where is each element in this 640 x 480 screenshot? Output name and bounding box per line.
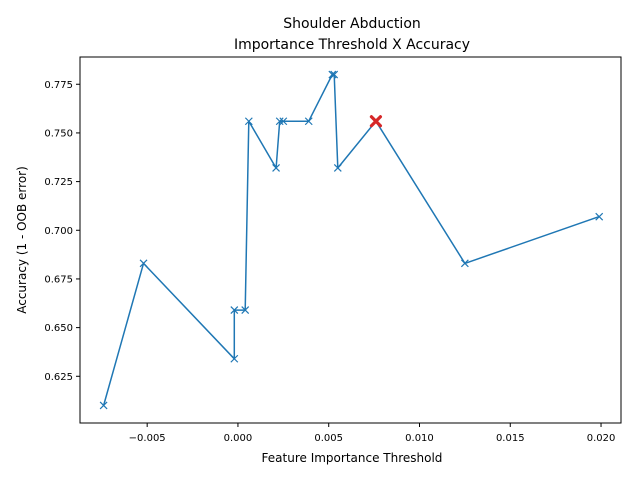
marker-stroke xyxy=(330,70,339,79)
marker-stroke xyxy=(139,259,148,268)
chart-title-line-1: Shoulder Abduction xyxy=(283,16,421,32)
x-tick-label: 0.005 xyxy=(314,433,343,444)
marker-stroke xyxy=(595,212,604,221)
axes-frame xyxy=(79,56,622,424)
highlight-stroke xyxy=(369,115,383,128)
marker-stroke xyxy=(275,117,284,126)
marker-stroke xyxy=(460,259,469,268)
y-tick-label: 0.650 xyxy=(44,323,73,334)
data-point-marker xyxy=(139,259,148,268)
plot-area: −0.005 0.000 0.005 0.010 0.015 0.020 0.625 0.65… xyxy=(44,56,622,444)
marker-stroke xyxy=(244,117,253,126)
data-point-marker xyxy=(272,164,280,172)
data-point-marker xyxy=(328,70,337,79)
series-line xyxy=(102,73,600,406)
marker-stroke xyxy=(241,306,250,315)
x-tick-label: 0.010 xyxy=(405,433,434,444)
data-point-marker xyxy=(460,259,469,268)
data-point-marker xyxy=(275,117,284,126)
data-point-marker xyxy=(595,212,604,221)
y-axis-label: Accuracy (1 - OOB error) xyxy=(15,166,29,314)
data-point-marker xyxy=(279,117,288,126)
y-tick-label: 0.625 xyxy=(44,372,73,383)
y-tick-label: 0.775 xyxy=(44,80,73,91)
marker-stroke xyxy=(230,306,239,315)
x-tick-label: 0.000 xyxy=(224,433,253,444)
y-tick-label: 0.750 xyxy=(44,128,73,139)
marker-stroke xyxy=(272,164,280,172)
y-tick-label: 0.675 xyxy=(44,274,73,285)
marker-stroke xyxy=(304,117,313,126)
highlight-marker xyxy=(369,115,383,128)
x-tick-label: 0.020 xyxy=(587,433,616,444)
marker-stroke xyxy=(279,117,288,126)
data-point-marker xyxy=(244,117,253,126)
x-axis-label: Feature Importance Threshold xyxy=(262,451,443,465)
marker-stroke xyxy=(99,401,108,410)
chart-title-line-2: Importance Threshold X Accuracy xyxy=(234,37,470,53)
data-point-marker xyxy=(230,306,239,315)
data-point-marker xyxy=(330,70,339,79)
marker-stroke xyxy=(328,70,337,79)
data-point-marker xyxy=(230,354,239,363)
marker-stroke xyxy=(333,164,342,172)
y-tick-label: 0.700 xyxy=(44,226,73,237)
data-point-marker xyxy=(333,164,342,172)
x-tick-label: −0.005 xyxy=(129,433,166,444)
data-point-marker xyxy=(304,117,313,126)
data-point-marker xyxy=(99,401,108,410)
data-point-marker xyxy=(241,306,250,315)
x-tick-label: 0.015 xyxy=(496,433,525,444)
y-tick-label: 0.725 xyxy=(44,177,73,188)
marker-stroke xyxy=(230,354,239,363)
